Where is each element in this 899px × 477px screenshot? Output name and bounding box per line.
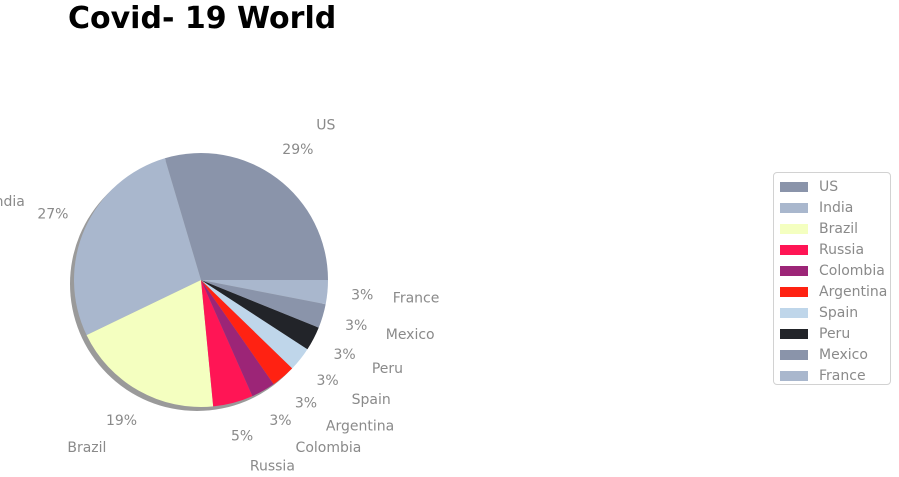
pct-label-peru: 3% <box>333 347 355 363</box>
legend-item-colombia: Colombia <box>780 260 890 281</box>
legend-swatch <box>780 349 808 360</box>
legend-label: Spain <box>819 304 859 321</box>
legend-label: Mexico <box>819 346 868 363</box>
pie-slice-russia <box>201 280 253 407</box>
legend-label: India <box>819 199 854 216</box>
pie-labels: 29%US 27% India 19%Brazil 5% Russia 3% Colombia… <box>0 118 439 475</box>
legend-item-mexico: Mexico <box>780 344 890 365</box>
slice-label-spain: Spain <box>352 392 391 408</box>
legend-swatch <box>780 328 808 339</box>
slice-label-brazil: Brazil <box>67 440 106 456</box>
slice-label-india: India <box>0 194 25 210</box>
slice-label-peru: Peru <box>372 361 403 377</box>
chart-title: Covid- 19 World <box>68 1 337 36</box>
pct-label-france: 3% <box>351 288 373 304</box>
pct-label-brazil: 19% <box>106 413 137 429</box>
pct-label-mexico: 3% <box>345 318 367 334</box>
slice-label-us: US <box>316 118 335 134</box>
legend-swatch <box>780 286 808 297</box>
pct-label-russia: 5% <box>231 429 253 445</box>
pie-slice-mexico <box>201 280 326 328</box>
legend-item-spain: Spain <box>780 302 890 323</box>
legend-label: Brazil <box>819 220 859 237</box>
legend-label: US <box>819 178 839 195</box>
legend-item-peru: Peru <box>780 323 890 344</box>
legend-label: Argentina <box>819 283 888 300</box>
slice-label-russia: Russia <box>250 458 295 474</box>
legend-swatch <box>780 265 808 276</box>
pie-slice-india <box>74 158 201 336</box>
legend: US India Brazil Russia Colombia Argentina Spai… <box>773 172 891 385</box>
pie-slice-colombia <box>201 280 274 397</box>
legend-item-argentina: Argentina <box>780 281 890 302</box>
pct-label-spain: 3% <box>317 373 339 389</box>
pct-label-colombia: 3% <box>269 413 291 429</box>
pct-label-argentina: 3% <box>295 395 317 411</box>
legend-item-us: US <box>780 176 890 197</box>
slice-label-mexico: Mexico <box>386 327 435 343</box>
pie-slice-spain <box>201 280 308 369</box>
pct-label-us: 29% <box>282 142 313 158</box>
legend-swatch <box>780 244 808 255</box>
legend-swatch <box>780 202 808 213</box>
legend-label: France <box>819 367 866 384</box>
pie-slice-argentina <box>201 280 293 385</box>
legend-swatch <box>780 370 808 381</box>
pie-slice-brazil <box>86 280 214 407</box>
legend-swatch <box>780 181 808 192</box>
pie-slice-peru <box>201 280 319 350</box>
legend-swatch <box>780 223 808 234</box>
slice-label-colombia: Colombia <box>296 440 362 456</box>
legend-item-france: France <box>780 365 890 386</box>
legend-item-brazil: Brazil <box>780 218 890 239</box>
pct-label-india: 27% <box>37 206 68 222</box>
legend-label: Colombia <box>819 262 885 279</box>
legend-item-russia: Russia <box>780 239 890 260</box>
pie-slice-us <box>164 153 328 280</box>
legend-item-india: India <box>780 197 890 218</box>
legend-swatch <box>780 307 808 318</box>
pie-slices <box>74 153 328 407</box>
slice-label-france: France <box>393 291 440 307</box>
slice-label-argentina: Argentina <box>326 419 394 435</box>
legend-label: Peru <box>819 325 851 342</box>
legend-label: Russia <box>819 241 865 258</box>
pie-slice-france <box>201 280 328 305</box>
